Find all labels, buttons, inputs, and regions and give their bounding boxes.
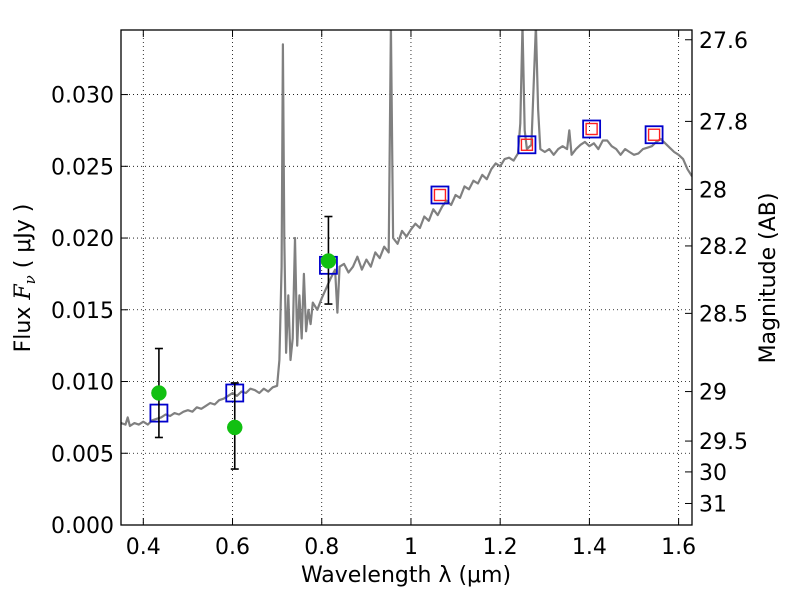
y2-tick-label: 27.8 — [699, 110, 748, 135]
y-axis-label-suffix: ( μJy ) — [11, 204, 36, 276]
y-tick-label: 0.025 — [51, 155, 114, 180]
y2-tick-label: 30 — [699, 461, 727, 486]
y2-tick-label: 28 — [699, 178, 727, 203]
x-tick-label: 1.6 — [661, 535, 696, 560]
y2-tick-label: 31 — [699, 492, 727, 517]
x-tick-label: 0.8 — [304, 535, 339, 560]
y2-tick-label: 29 — [699, 381, 727, 406]
observed-optical-point — [151, 385, 167, 401]
model-photometry-square — [582, 119, 602, 139]
y-axis-label-prefix: Flux — [11, 300, 36, 353]
model-photometry-square — [517, 135, 537, 155]
y-axis-label-subscript: ν — [21, 275, 39, 284]
x-tick-label: 0.4 — [126, 535, 161, 560]
x-tick-label: 1 — [404, 535, 418, 560]
observed-optical-point — [320, 253, 337, 269]
plot-frame — [120, 29, 693, 526]
y2-tick-label: 29.5 — [699, 430, 748, 455]
model-photometry-square — [430, 185, 450, 205]
x-tick-label: 0.6 — [215, 535, 250, 560]
y-tick-label: 0.000 — [51, 514, 114, 539]
observed-nir-square — [585, 122, 598, 136]
y-tick-label: 0.020 — [51, 227, 114, 252]
model-photometry-square — [644, 125, 664, 145]
axis-ticks: 0.4 0.6 0.8 1 1.2 1.4 1.6 0.000 0.005 0.010 0.015 0… — [51, 29, 748, 560]
x-tick-label: 1.4 — [572, 535, 607, 560]
y-axis-label-symbol: F — [11, 284, 36, 301]
y2-tick-label: 28.2 — [699, 235, 748, 260]
observed-optical-point — [227, 419, 243, 436]
series-layer — [121, 30, 692, 470]
observed-nir-square — [433, 188, 447, 202]
y2-axis-label: Magnitude (AB) — [756, 193, 781, 364]
x-tick-label: 1.2 — [483, 535, 518, 560]
observed-nir-square — [647, 128, 661, 141]
y-tick-label: 0.010 — [51, 371, 114, 396]
y2-tick-label: 27.6 — [699, 29, 748, 54]
y-tick-label: 0.015 — [51, 299, 114, 324]
sed-model-line — [121, 30, 692, 428]
x-axis-label: Wavelength λ (μm) — [301, 563, 511, 588]
y-tick-label: 0.005 — [51, 442, 114, 467]
observed-nir-square — [520, 138, 534, 151]
grid-lines — [121, 30, 692, 526]
y-axis-label: Flux Fν ( μJy ) — [11, 204, 39, 353]
y-tick-label: 0.030 — [51, 84, 114, 109]
y2-tick-label: 28.5 — [699, 302, 748, 327]
